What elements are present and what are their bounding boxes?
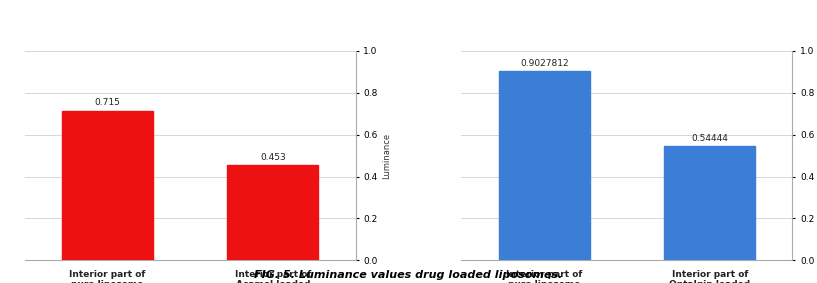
Bar: [62, 111, 153, 260]
Bar: [664, 146, 755, 260]
Text: 0.453: 0.453: [260, 153, 286, 162]
Text: 0.9027812: 0.9027812: [520, 59, 569, 68]
Bar: [227, 166, 319, 260]
Text: FIG. 5. Luminance values drug loaded liposomes.: FIG. 5. Luminance values drug loaded lip…: [254, 270, 563, 280]
Bar: [498, 71, 590, 260]
Text: 0.54444: 0.54444: [691, 134, 728, 143]
Text: 0.715: 0.715: [94, 98, 120, 108]
Y-axis label: Luminance: Luminance: [382, 133, 391, 179]
